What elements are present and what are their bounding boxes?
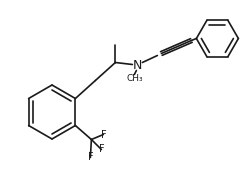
Text: F: F	[99, 144, 104, 154]
Text: N: N	[133, 59, 142, 72]
Text: CH₃: CH₃	[126, 74, 143, 83]
Text: F: F	[88, 152, 93, 163]
Text: F: F	[101, 129, 106, 139]
